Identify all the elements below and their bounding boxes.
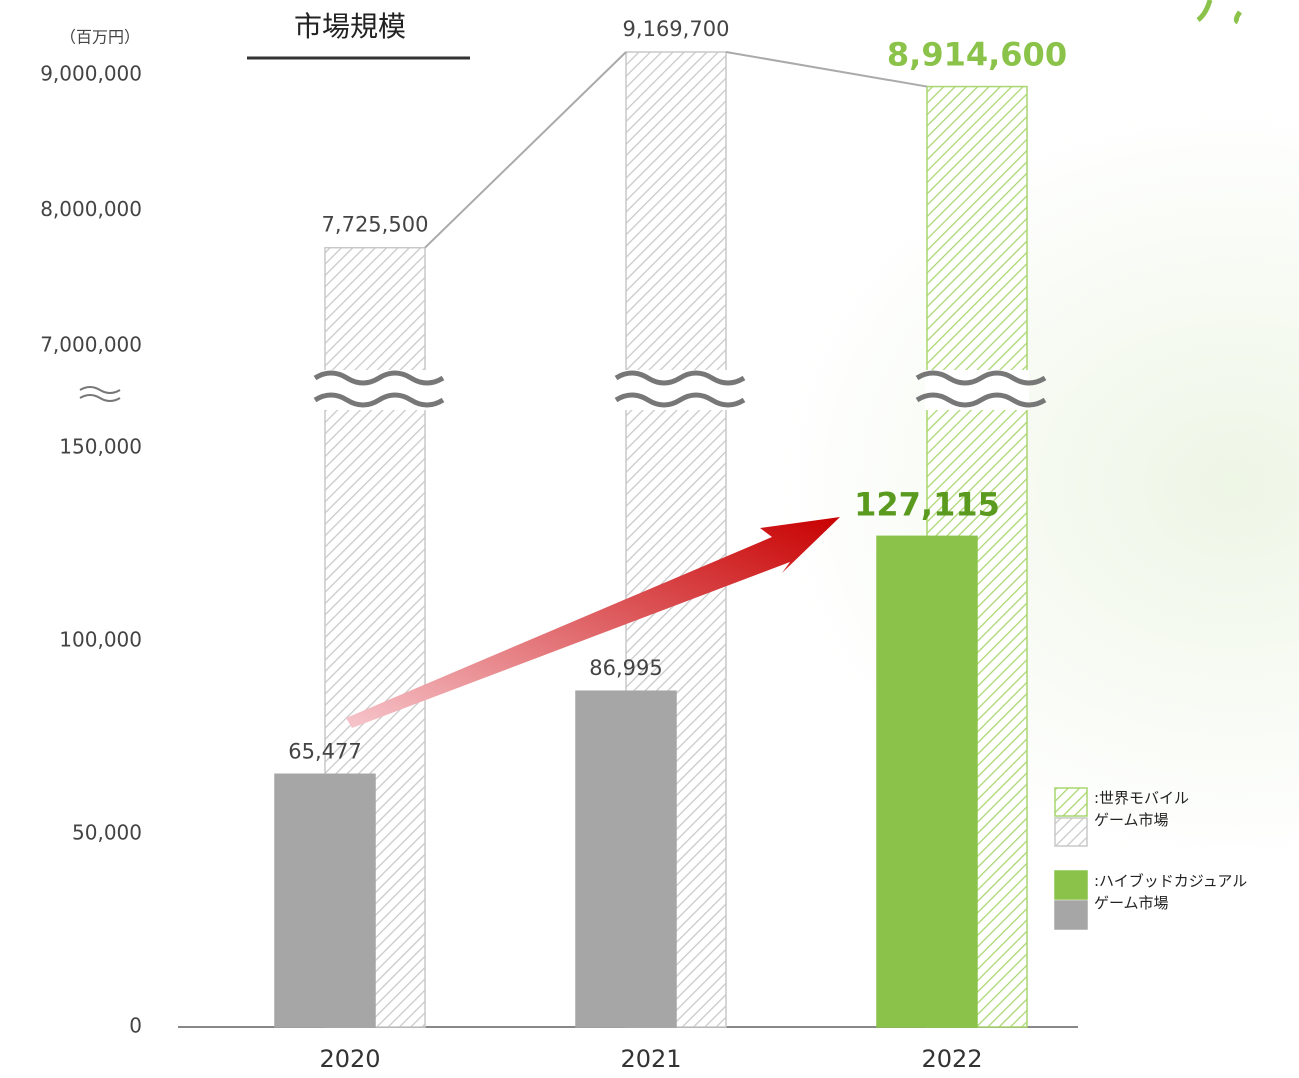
- connector-line: [725, 51, 928, 88]
- break-wave: [915, 370, 1047, 408]
- y-tick-label: 150,000: [59, 435, 142, 459]
- legend-label: :ハイブッドカジュアル ゲーム市場: [1094, 872, 1248, 912]
- growth-arrow: [346, 517, 840, 728]
- x-tick-label: 2020: [319, 1045, 380, 1073]
- x-tick-label: 2022: [921, 1045, 982, 1073]
- y2-tick-label: 8,000,000: [40, 197, 142, 221]
- value-label: 65,477: [288, 739, 361, 763]
- break-wave: [614, 370, 746, 408]
- legend-swatch: [1054, 817, 1088, 847]
- legend-swatch: [1054, 900, 1088, 930]
- y-tick-label: 0: [129, 1014, 142, 1038]
- value-label: 7,725,500: [322, 213, 429, 237]
- value-label: 8,914,600: [887, 36, 1067, 74]
- y2-tick-label: 9,000,000: [40, 62, 142, 86]
- decoration: [1196, 0, 1243, 25]
- unit-label: （百万円）: [60, 28, 140, 47]
- axis-break: [79, 386, 121, 402]
- connector-line: [424, 51, 627, 249]
- bar: [876, 535, 978, 1028]
- y2-tick-label: 7,000,000: [40, 333, 142, 357]
- chart-title: 市場規模: [294, 10, 406, 43]
- legend-swatch: [1054, 870, 1088, 900]
- value-label: 9,169,700: [623, 17, 730, 41]
- legend-label: :世界モバイル ゲーム市場: [1094, 789, 1190, 829]
- legend-swatch: [1054, 787, 1088, 817]
- value-label: 86,995: [589, 656, 662, 680]
- value-label: 127,115: [854, 485, 1000, 523]
- y-tick-label: 50,000: [72, 821, 142, 845]
- break-wave: [313, 370, 445, 408]
- y-tick-label: 100,000: [59, 628, 142, 652]
- x-tick-label: 2021: [620, 1045, 681, 1073]
- bar: [274, 773, 376, 1028]
- bar: [575, 690, 677, 1028]
